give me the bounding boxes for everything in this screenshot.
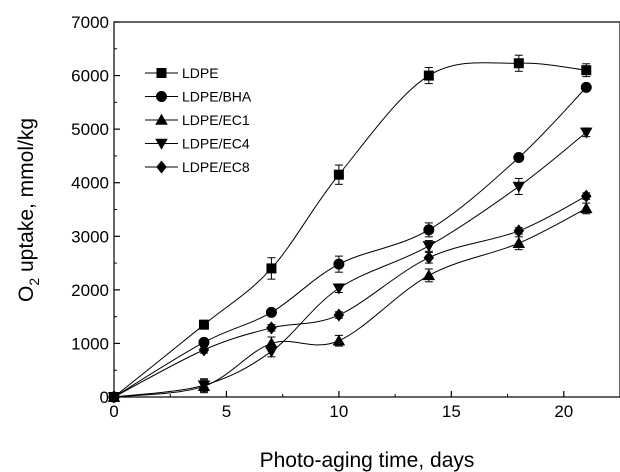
data-point	[332, 283, 346, 295]
data-point	[198, 343, 210, 357]
y-tick-label: 0	[100, 388, 109, 407]
data-point	[332, 334, 346, 346]
legend-label: LDPE/EC1	[182, 112, 250, 128]
data-point	[198, 336, 210, 348]
y-axis-title-rest: uptake, mmol/kg	[15, 118, 38, 278]
series-line	[113, 195, 587, 398]
y-axis-title-main: O	[15, 286, 38, 302]
data-point	[512, 237, 526, 248]
data-point	[423, 251, 435, 265]
data-point	[198, 319, 209, 330]
x-tick-label: 15	[442, 402, 461, 421]
data-point	[513, 58, 524, 69]
legend-item: LDPE/BHA	[145, 89, 252, 105]
legend: LDPE LDPE/BHA LDPE/EC1 LDPE/EC4 LDPE/EC8	[145, 65, 252, 175]
legend-item: LDPE	[145, 65, 219, 81]
legend-marker	[156, 68, 167, 78]
y-tick-label: 7000	[71, 13, 109, 32]
y-tick-label: 2000	[71, 281, 109, 300]
legend-item: LDPE/EC1	[145, 112, 250, 128]
legend-label: LDPE/EC4	[182, 136, 250, 152]
data-point	[580, 127, 593, 139]
axis-layer: 0 5 10 15 20 0 1000 2000 3000 4000 5000 6000 7000	[71, 13, 573, 421]
data-point	[266, 321, 277, 335]
data-point	[265, 346, 278, 358]
legend-item: LDPE/EC8	[145, 159, 250, 175]
legend-marker	[156, 91, 167, 102]
legend-item: LDPE/EC4	[145, 136, 250, 152]
data-point	[512, 181, 526, 193]
y-tick-label: 6000	[71, 67, 109, 86]
data-point	[423, 70, 434, 81]
legend-label: LDPE/BHA	[182, 89, 252, 105]
data-point	[580, 81, 592, 93]
data-point	[266, 263, 277, 274]
y-tick-label: 5000	[71, 120, 109, 139]
x-tick-label: 5	[222, 402, 231, 421]
legend-label: LDPE	[182, 65, 219, 81]
x-axis-title: Photo-aging time, days	[260, 449, 475, 472]
data-point	[265, 306, 277, 318]
series-ldpe-ec8	[108, 189, 592, 404]
data-point	[333, 258, 345, 270]
data-point	[422, 241, 436, 253]
legend-marker	[155, 113, 168, 125]
y-axis-title-subscript: 2	[26, 278, 42, 286]
legend-marker	[155, 138, 168, 150]
data-point	[423, 224, 435, 236]
series-ldpe-ec4	[107, 127, 593, 404]
y-tick-label: 4000	[71, 174, 109, 193]
data-point	[581, 65, 592, 76]
data-point	[333, 308, 345, 322]
y-tick-label: 1000	[71, 334, 109, 353]
data-point	[580, 202, 593, 214]
data-point	[265, 337, 278, 349]
data-point	[197, 380, 211, 392]
x-tick-label: 20	[554, 402, 573, 421]
data-point	[422, 269, 436, 281]
legend-label: LDPE/EC8	[182, 159, 250, 175]
data-point	[581, 189, 592, 203]
x-tick-label: 0	[109, 402, 118, 421]
series-ldpe-bha	[108, 81, 592, 403]
series-layer	[107, 54, 593, 404]
series-line	[113, 87, 587, 398]
legend-marker	[156, 160, 167, 174]
data-point	[333, 169, 344, 180]
y-axis-title: O2 uptake, mmol/kg	[15, 118, 42, 302]
y-tick-label: 3000	[71, 227, 109, 246]
data-point	[513, 224, 525, 238]
data-point	[513, 152, 525, 164]
x-tick-label: 10	[329, 402, 348, 421]
